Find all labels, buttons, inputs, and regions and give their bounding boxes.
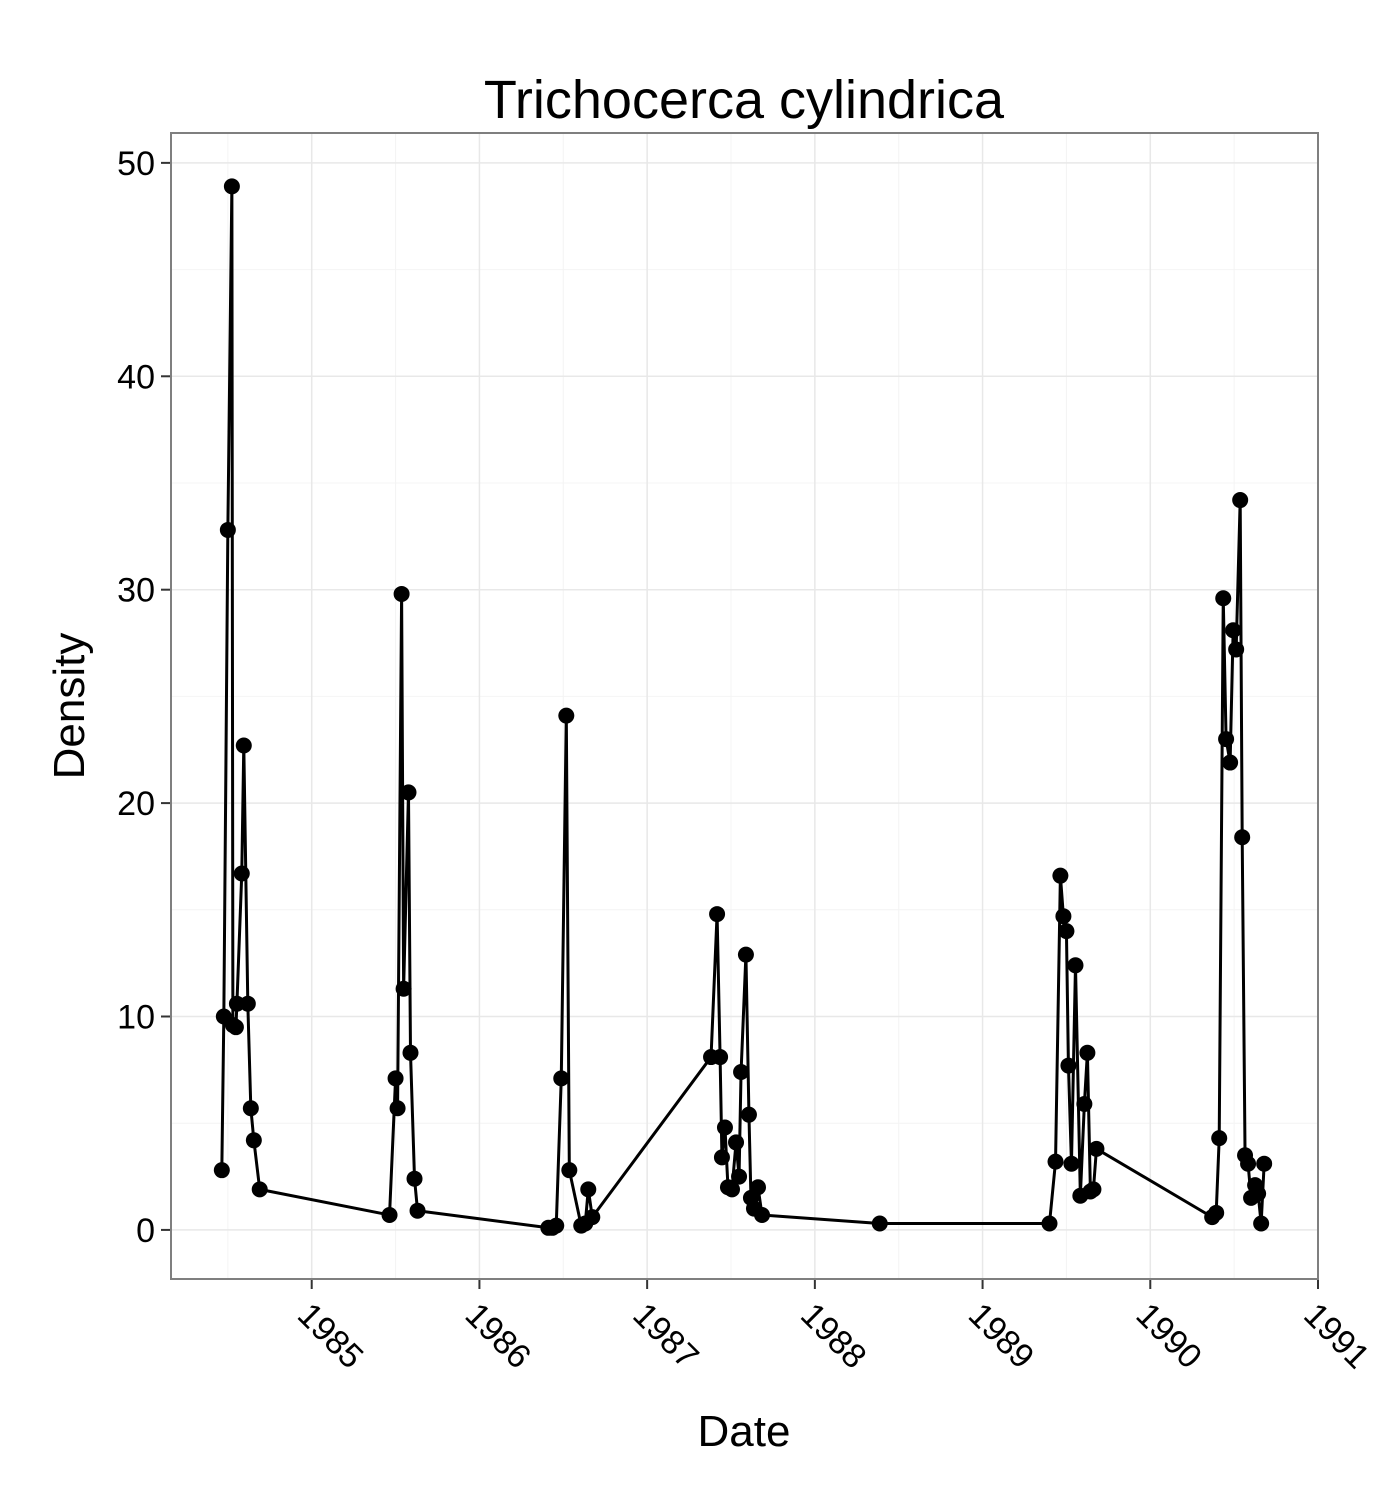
- data-point: [245, 1132, 262, 1149]
- y-tick-label: 10: [117, 999, 155, 1037]
- data-point: [1232, 492, 1249, 509]
- data-point: [1047, 1153, 1064, 1170]
- data-point: [713, 1149, 730, 1166]
- data-point: [1060, 1057, 1077, 1074]
- x-tick-label: 1987: [625, 1296, 705, 1376]
- data-point: [750, 1179, 767, 1196]
- data-point: [716, 1119, 733, 1136]
- data-point: [737, 946, 754, 963]
- data-point: [1215, 590, 1232, 607]
- data-point: [1041, 1215, 1058, 1232]
- data-point: [1055, 908, 1072, 925]
- data-point: [733, 1063, 750, 1080]
- data-point: [1253, 1215, 1270, 1232]
- data-point: [1079, 1044, 1096, 1061]
- data-point: [242, 1100, 259, 1117]
- data-point: [409, 1202, 426, 1219]
- data-point: [389, 1100, 406, 1117]
- data-point: [1240, 1155, 1257, 1172]
- y-tick-label: 20: [117, 785, 155, 823]
- data-point: [548, 1217, 565, 1234]
- data-point: [1052, 867, 1069, 884]
- data-point: [580, 1181, 597, 1198]
- x-tick-label: 1989: [961, 1296, 1041, 1376]
- x-tick-label: 1986: [458, 1296, 538, 1376]
- data-point: [239, 995, 256, 1012]
- data-point: [553, 1070, 570, 1087]
- y-tick-label: 40: [117, 358, 155, 396]
- y-tick-label: 0: [136, 1212, 155, 1250]
- data-point: [1076, 1096, 1093, 1113]
- plot-background: [171, 133, 1318, 1279]
- data-point: [1225, 622, 1242, 639]
- data-point: [233, 865, 250, 882]
- data-point: [1208, 1204, 1225, 1221]
- data-point: [381, 1206, 398, 1223]
- x-axis-label: Date: [698, 1407, 791, 1456]
- data-point: [1222, 754, 1239, 771]
- data-point: [251, 1181, 268, 1198]
- data-point: [406, 1170, 423, 1187]
- data-point: [1085, 1181, 1102, 1198]
- data-point: [223, 178, 240, 195]
- data-point: [1234, 829, 1251, 846]
- y-axis-label: Density: [45, 633, 94, 780]
- data-point: [1067, 957, 1084, 974]
- data-point: [387, 1070, 404, 1087]
- data-point: [728, 1134, 745, 1151]
- data-point: [1088, 1140, 1105, 1157]
- data-point: [1058, 923, 1075, 940]
- data-point: [709, 906, 726, 923]
- data-point: [754, 1206, 771, 1223]
- data-point: [724, 1181, 741, 1198]
- data-point: [395, 980, 412, 997]
- x-tick-label: 1990: [1129, 1296, 1209, 1376]
- data-point: [219, 521, 236, 538]
- data-point: [227, 1019, 244, 1036]
- data-point: [871, 1215, 888, 1232]
- data-point: [1063, 1155, 1080, 1172]
- data-point: [1218, 731, 1235, 748]
- data-point: [712, 1049, 729, 1066]
- data-point: [1256, 1155, 1273, 1172]
- y-tick-label: 50: [117, 145, 155, 183]
- data-point: [1228, 641, 1245, 658]
- x-tick-label: 1991: [1296, 1296, 1376, 1376]
- data-point: [558, 707, 575, 724]
- data-line: [220, 184, 1266, 1230]
- data-point: [235, 737, 252, 754]
- plot-border: [170, 132, 1319, 1280]
- data-point: [1250, 1185, 1267, 1202]
- data-point: [213, 1162, 230, 1179]
- data-point: [402, 1044, 419, 1061]
- x-tick-label: 1985: [290, 1296, 370, 1376]
- data-point: [393, 585, 410, 602]
- data-point: [731, 1168, 748, 1185]
- data-point: [400, 784, 417, 801]
- y-tick-label: 30: [117, 572, 155, 610]
- data-point: [740, 1106, 757, 1123]
- x-tick-label: 1988: [793, 1296, 873, 1376]
- data-point: [584, 1209, 601, 1226]
- data-point: [1211, 1130, 1228, 1147]
- chart-title: Trichocerca cylindrica: [484, 70, 1005, 130]
- data-point: [561, 1162, 578, 1179]
